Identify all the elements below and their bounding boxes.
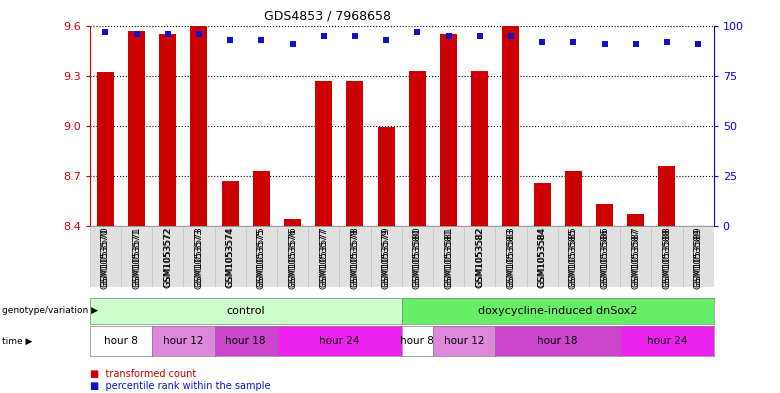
Bar — [246, 226, 277, 287]
Text: GSM1053587: GSM1053587 — [631, 226, 640, 287]
Bar — [378, 127, 395, 226]
Text: GSM1053576: GSM1053576 — [288, 226, 297, 287]
Bar — [409, 71, 426, 226]
Text: hour 24: hour 24 — [319, 336, 360, 346]
Bar — [534, 182, 551, 226]
Text: GSM1053577: GSM1053577 — [319, 228, 328, 288]
Bar — [558, 226, 589, 287]
Bar — [222, 181, 239, 226]
Text: GSM1053571: GSM1053571 — [132, 228, 141, 288]
Bar — [284, 219, 301, 226]
Text: doxycycline-induced dnSox2: doxycycline-induced dnSox2 — [478, 306, 637, 316]
Bar — [190, 26, 207, 226]
Bar — [596, 204, 613, 226]
Text: hour 18: hour 18 — [225, 336, 266, 346]
Bar — [627, 214, 644, 226]
Text: GSM1053572: GSM1053572 — [163, 228, 172, 288]
Text: genotype/variation ▶: genotype/variation ▶ — [2, 307, 98, 315]
Bar — [464, 226, 495, 287]
Bar — [495, 226, 526, 287]
Bar — [346, 81, 363, 226]
Text: GSM1053584: GSM1053584 — [537, 226, 547, 286]
Text: GSM1053574: GSM1053574 — [225, 226, 235, 286]
Text: GSM1053584: GSM1053584 — [537, 228, 547, 288]
Text: GSM1053586: GSM1053586 — [600, 226, 609, 287]
Bar — [620, 226, 651, 287]
Text: GSM1053585: GSM1053585 — [569, 226, 578, 287]
Bar — [121, 226, 152, 287]
Text: control: control — [226, 306, 265, 316]
Bar — [215, 226, 246, 287]
Text: GSM1053582: GSM1053582 — [475, 228, 484, 288]
Text: GSM1053581: GSM1053581 — [444, 226, 453, 287]
Bar — [253, 171, 270, 226]
Text: GSM1053580: GSM1053580 — [413, 228, 422, 288]
Text: hour 8: hour 8 — [400, 336, 434, 346]
Text: GDS4853 / 7968658: GDS4853 / 7968658 — [264, 10, 391, 23]
Text: GSM1053570: GSM1053570 — [101, 226, 110, 287]
Bar — [526, 226, 558, 287]
Text: GSM1053588: GSM1053588 — [662, 226, 672, 287]
Text: GSM1053583: GSM1053583 — [506, 226, 516, 287]
Text: GSM1053573: GSM1053573 — [194, 228, 204, 288]
Bar — [402, 226, 433, 287]
Bar — [589, 226, 620, 287]
Text: hour 12: hour 12 — [444, 336, 484, 346]
Bar — [97, 72, 114, 226]
Bar — [433, 226, 464, 287]
Text: GSM1053578: GSM1053578 — [350, 228, 360, 288]
Text: GSM1053585: GSM1053585 — [569, 228, 578, 288]
Text: GSM1053582: GSM1053582 — [475, 226, 484, 286]
Text: time ▶: time ▶ — [2, 336, 33, 345]
Text: ■  percentile rank within the sample: ■ percentile rank within the sample — [90, 381, 270, 391]
Text: GSM1053588: GSM1053588 — [662, 228, 672, 288]
Bar — [128, 31, 145, 226]
Text: hour 8: hour 8 — [104, 336, 138, 346]
Text: GSM1053579: GSM1053579 — [381, 226, 391, 287]
Bar — [370, 226, 402, 287]
Text: GSM1053571: GSM1053571 — [132, 226, 141, 287]
Text: GSM1053589: GSM1053589 — [693, 228, 703, 288]
Text: GSM1053574: GSM1053574 — [225, 228, 235, 288]
Text: GSM1053577: GSM1053577 — [319, 226, 328, 287]
Text: hour 12: hour 12 — [163, 336, 204, 346]
Text: ■  transformed count: ■ transformed count — [90, 369, 196, 379]
Text: GSM1053587: GSM1053587 — [631, 228, 640, 288]
Text: GSM1053570: GSM1053570 — [101, 228, 110, 288]
Bar — [565, 171, 582, 226]
Text: GSM1053576: GSM1053576 — [288, 228, 297, 288]
Bar — [152, 226, 183, 287]
Text: GSM1053575: GSM1053575 — [257, 226, 266, 287]
Text: hour 24: hour 24 — [647, 336, 687, 346]
Bar — [308, 226, 339, 287]
Bar — [90, 226, 121, 287]
Text: GSM1053581: GSM1053581 — [444, 228, 453, 288]
Bar — [339, 226, 370, 287]
Text: GSM1053579: GSM1053579 — [381, 228, 391, 288]
Bar — [183, 226, 214, 287]
Text: GSM1053586: GSM1053586 — [600, 228, 609, 288]
Bar — [651, 226, 682, 287]
Text: GSM1053589: GSM1053589 — [693, 226, 703, 287]
Bar — [471, 71, 488, 226]
Bar — [502, 26, 519, 226]
Text: hour 18: hour 18 — [537, 336, 578, 346]
Bar — [315, 81, 332, 226]
Text: GSM1053575: GSM1053575 — [257, 228, 266, 288]
Bar — [658, 166, 675, 226]
Text: GSM1053583: GSM1053583 — [506, 228, 516, 288]
Bar — [277, 226, 308, 287]
Bar — [440, 34, 457, 226]
Text: GSM1053572: GSM1053572 — [163, 226, 172, 286]
Text: GSM1053578: GSM1053578 — [350, 226, 360, 287]
Text: GSM1053580: GSM1053580 — [413, 226, 422, 287]
Bar — [159, 34, 176, 226]
Text: GSM1053573: GSM1053573 — [194, 226, 204, 287]
Bar — [682, 226, 714, 287]
